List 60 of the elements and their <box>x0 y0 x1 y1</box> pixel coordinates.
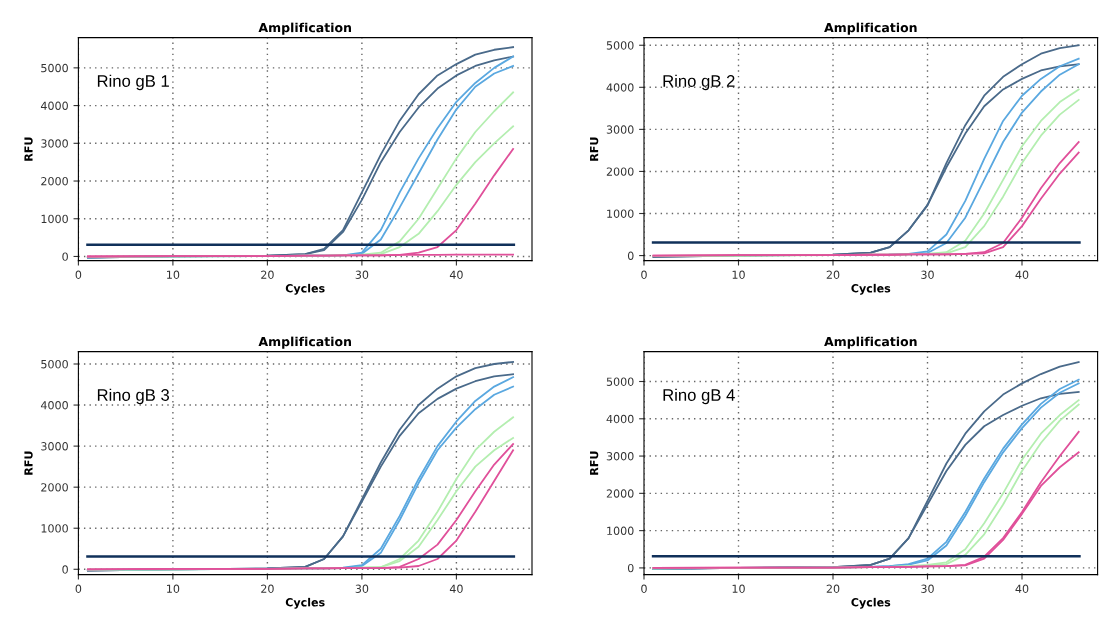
y-axis-title: RFU <box>590 451 599 475</box>
x-tick-label: 0 <box>641 584 647 593</box>
annotation: Rino gB 3 <box>97 388 169 405</box>
x-tick-label: 0 <box>641 270 647 279</box>
x-tick-label: 20 <box>261 584 274 593</box>
y-tick-label: 4000 <box>40 101 68 110</box>
y-axis-title: RFU <box>24 137 33 161</box>
x-tick-label: 10 <box>732 270 745 279</box>
x-tick-label: 10 <box>167 270 180 279</box>
x-tick-label: 40 <box>449 270 463 279</box>
y-tick-label: 5000 <box>41 359 68 369</box>
annotation: Rino gB 1 <box>97 74 169 91</box>
y-tick-label: 1000 <box>41 524 68 533</box>
x-tick-label: 40 <box>1015 270 1029 279</box>
y-tick-label: 0 <box>62 565 68 574</box>
y-tick-label: 0 <box>627 563 634 573</box>
chart-title: Amplification <box>258 336 351 349</box>
y-tick-label: 3000 <box>606 125 634 134</box>
x-tick-label: 10 <box>167 584 180 593</box>
x-tick-label: 20 <box>261 270 274 279</box>
x-tick-label: 30 <box>355 584 369 593</box>
y-tick-label: 2000 <box>606 167 634 176</box>
x-tick-label: 30 <box>921 270 934 279</box>
y-tick-label: 5000 <box>41 63 68 73</box>
x-tick-label: 40 <box>1015 584 1029 593</box>
x-tick-label: 10 <box>732 584 745 593</box>
x-axis-title: Cycles <box>285 597 325 609</box>
y-tick-label: 4000 <box>40 401 68 410</box>
y-tick-label: 2000 <box>41 177 68 186</box>
y-tick-label: 2000 <box>41 483 68 492</box>
x-axis-title: Cycles <box>285 283 325 295</box>
y-tick-label: 1000 <box>607 526 634 536</box>
y-tick-label: 0 <box>62 252 68 261</box>
x-axis-title: Cycles <box>851 597 891 609</box>
y-tick-label: 1000 <box>607 209 634 218</box>
x-tick-label: 20 <box>826 584 840 593</box>
chart-title: Amplification <box>824 22 917 35</box>
y-axis-title: RFU <box>590 137 599 161</box>
y-tick-label: 2000 <box>606 489 634 498</box>
y-tick-label: 3000 <box>606 452 634 461</box>
y-tick-label: 4000 <box>606 414 634 424</box>
x-tick-label: 40 <box>449 584 463 593</box>
y-tick-label: 5000 <box>606 41 634 50</box>
x-tick-label: 30 <box>355 270 369 279</box>
y-axis-title: RFU <box>24 451 33 475</box>
chart-title: Amplification <box>258 22 351 35</box>
x-tick-label: 0 <box>75 270 82 279</box>
chart-title: Amplification <box>824 336 917 349</box>
x-tick-label: 30 <box>921 584 934 593</box>
y-tick-label: 5000 <box>606 377 634 386</box>
y-tick-label: 3000 <box>41 442 68 451</box>
x-axis-title: Cycles <box>851 283 891 295</box>
annotation: Rino gB 2 <box>663 74 735 91</box>
annotation: Rino gB 4 <box>663 388 735 405</box>
x-tick-label: 20 <box>826 270 840 279</box>
y-tick-label: 0 <box>627 251 634 260</box>
x-tick-label: 0 <box>75 584 82 593</box>
y-tick-label: 4000 <box>606 83 634 92</box>
y-tick-label: 3000 <box>41 139 68 148</box>
y-tick-label: 1000 <box>41 214 68 224</box>
